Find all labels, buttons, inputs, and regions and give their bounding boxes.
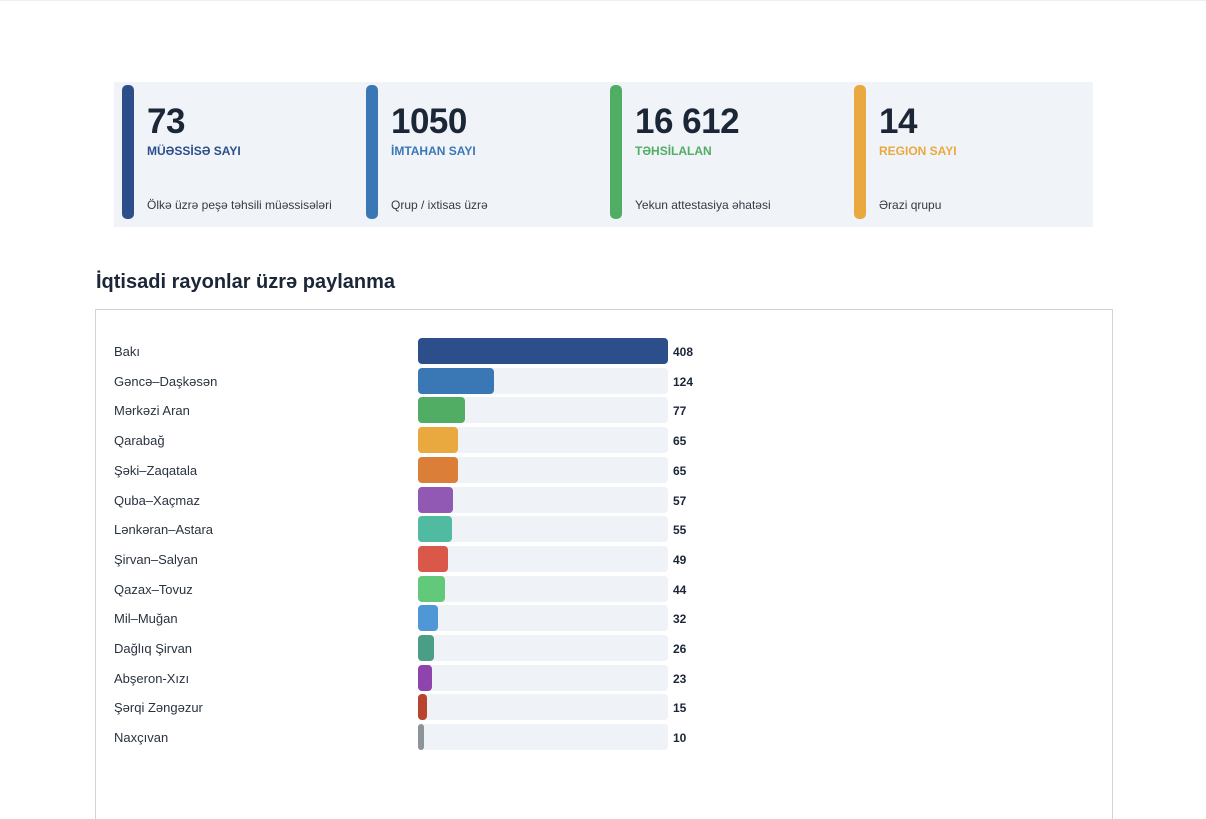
category-label: Qarabağ xyxy=(114,433,165,449)
bar-row: Şəki–Zaqatala 65 xyxy=(96,456,1096,483)
value-label: 57 xyxy=(673,493,687,508)
bar xyxy=(418,456,458,483)
bar xyxy=(418,486,453,513)
stat-accent-bar xyxy=(366,85,378,219)
bar-track xyxy=(418,456,668,483)
bar-row: Qarabağ 65 xyxy=(96,427,1096,454)
bar-row: Naxçıvan 10 xyxy=(96,724,1096,751)
stat-card-regions: 14 REGION SAYI Ərazi qrupu xyxy=(846,82,1090,227)
bar-track xyxy=(418,427,668,454)
bar-row: Abşeron-Xızı 23 xyxy=(96,664,1096,691)
bar-track xyxy=(418,605,668,632)
bar xyxy=(418,694,428,721)
value-label: 65 xyxy=(673,463,687,478)
bar xyxy=(418,605,438,632)
bar xyxy=(418,575,445,602)
bar-row: Lənkəran–Astara 55 xyxy=(96,516,1096,543)
value-label: 23 xyxy=(673,671,687,686)
category-label: Lənkəran–Astara xyxy=(114,522,214,538)
bar xyxy=(418,664,433,691)
bar-track xyxy=(418,635,668,661)
value-label: 408 xyxy=(673,345,694,359)
stat-description: Yekun attestasiya əhatəsi xyxy=(635,198,771,212)
bar-track xyxy=(418,694,668,721)
category-label: Bakı xyxy=(114,344,141,359)
bar-row: Mərkəzi Aran 77 xyxy=(96,397,1096,424)
stat-accent-bar xyxy=(122,85,134,219)
bar xyxy=(418,367,494,394)
stat-card-students: 16 612 TƏHSİLALAN Yekun attestasiya əhat… xyxy=(602,82,846,227)
bar-row: Quba–Xaçmaz 57 xyxy=(96,486,1096,513)
value-label: 26 xyxy=(673,642,687,656)
stat-label: TƏHSİLALAN xyxy=(635,144,712,158)
category-label: Şəki–Zaqatala xyxy=(114,462,198,478)
stat-label: MÜƏSSİSƏ SAYI xyxy=(147,144,241,158)
value-label: 15 xyxy=(673,701,687,716)
bar xyxy=(418,516,452,543)
category-label: Mil–Muğan xyxy=(114,611,178,627)
category-label: Abşeron-Xızı xyxy=(114,670,190,686)
top-divider xyxy=(0,0,1206,1)
bar-row: Bakı 408 xyxy=(96,338,1096,364)
stat-description: Ərazi qrupu xyxy=(879,198,942,212)
stat-accent-bar xyxy=(854,85,866,219)
bar-track xyxy=(418,575,668,602)
category-label: Quba–Xaçmaz xyxy=(114,492,200,508)
stat-accent-bar xyxy=(610,85,622,219)
value-label: 65 xyxy=(673,434,687,449)
bar-chart: Bakı 408 Gəncə–Daşkəsən 124 Mərkəzi Aran 77 Qa… xyxy=(95,309,1113,819)
stat-card-exams: 1050 İMTAHAN SAYI Qrup / ixtisas üzrə xyxy=(358,82,602,227)
bar-row: Mil–Muğan 32 xyxy=(96,605,1096,632)
category-label: Şərqi Zəngəzur xyxy=(114,700,203,716)
bar-row: Gəncə–Daşkəsən 124 xyxy=(96,367,1096,394)
bar xyxy=(418,338,668,364)
stat-label: İMTAHAN SAYI xyxy=(391,144,476,158)
bar xyxy=(418,724,425,751)
bar-track xyxy=(418,516,668,543)
bar xyxy=(418,635,434,661)
category-label: Dağlıq Şirvan xyxy=(114,641,193,656)
bar-track xyxy=(418,664,668,691)
section-title: İqtisadi rayonlar üzrə paylanma xyxy=(96,271,395,293)
bar-row: Dağlıq Şirvan 26 xyxy=(96,635,1096,661)
bar-row: Şirvan–Salyan 49 xyxy=(96,545,1096,572)
category-label: Şirvan–Salyan xyxy=(114,551,198,567)
value-label: 32 xyxy=(673,612,687,627)
category-label: Gəncə–Daşkəsən xyxy=(114,373,218,389)
stat-value: 14 xyxy=(879,102,917,141)
value-label: 124 xyxy=(673,374,694,389)
stats-panel: 73 MÜƏSSİSƏ SAYI Ölkə üzrə peşə təhsili … xyxy=(114,82,1093,227)
bar xyxy=(418,397,466,424)
category-label: Qazax–Tovuz xyxy=(114,581,193,597)
value-label: 55 xyxy=(673,523,687,538)
stat-value: 1050 xyxy=(391,102,467,141)
stat-description: Qrup / ixtisas üzrə xyxy=(391,198,488,212)
category-label: Mərkəzi Aran xyxy=(114,403,190,419)
stat-value: 16 612 xyxy=(635,102,740,141)
value-label: 10 xyxy=(673,731,687,746)
bar-row: Şərqi Zəngəzur 15 xyxy=(96,694,1096,721)
category-label: Naxçıvan xyxy=(114,730,169,746)
stat-value: 73 xyxy=(147,102,185,141)
value-label: 44 xyxy=(673,582,687,597)
stat-description: Ölkə üzrə peşə təhsili müəssisələri xyxy=(147,198,332,212)
bar-track xyxy=(418,486,668,513)
value-label: 49 xyxy=(673,552,687,567)
bar-row: Qazax–Tovuz 44 xyxy=(96,575,1096,602)
bar-track xyxy=(418,724,668,751)
bar xyxy=(418,545,449,572)
stat-card-institutions: 73 MÜƏSSİSƏ SAYI Ölkə üzrə peşə təhsili … xyxy=(114,82,358,227)
bar-track xyxy=(418,545,668,572)
value-label: 77 xyxy=(673,404,687,419)
bar xyxy=(418,427,458,454)
stat-label: REGION SAYI xyxy=(879,144,957,158)
